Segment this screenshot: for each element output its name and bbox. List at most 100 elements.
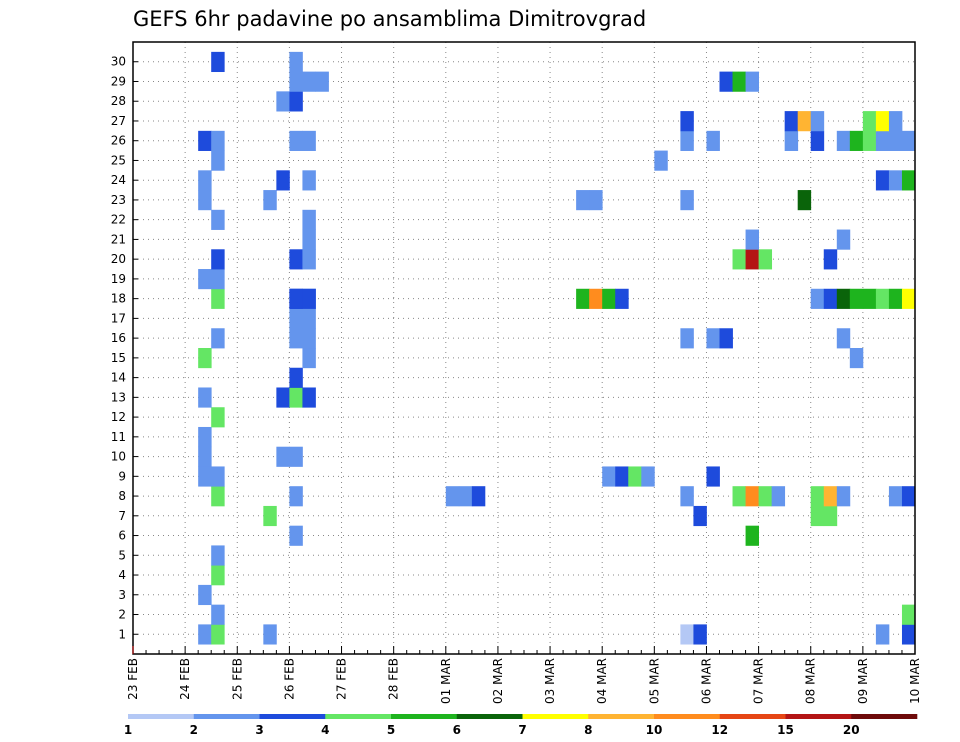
- heatmap-cell: [654, 150, 668, 171]
- legend-label: 7: [518, 723, 526, 737]
- legend-label: 2: [190, 723, 198, 737]
- heatmap-cell: [198, 446, 212, 467]
- y-tick-label: 22: [111, 213, 126, 227]
- legend-swatch: [259, 714, 326, 719]
- heatmap-cell: [836, 130, 851, 151]
- heatmap-cell: [302, 387, 316, 408]
- heatmap-cell: [901, 288, 916, 309]
- y-tick-label: 12: [111, 410, 126, 424]
- legend-swatch: [522, 714, 589, 719]
- heatmap-cell: [289, 91, 303, 112]
- heatmap-cell: [198, 348, 212, 369]
- heatmap-cell: [289, 328, 303, 349]
- heatmap-cell: [198, 387, 212, 408]
- y-axis: 1234567891011121314151617181920212223242…: [111, 55, 138, 641]
- heatmap-cell: [276, 91, 290, 112]
- legend-label: 6: [453, 723, 461, 737]
- heatmap-cell: [289, 367, 303, 388]
- y-tick-label: 30: [111, 55, 126, 69]
- heatmap-cell: [302, 249, 316, 270]
- y-tick-label: 1: [118, 627, 126, 641]
- heatmap-cell: [680, 190, 694, 211]
- y-tick-label: 6: [118, 529, 126, 543]
- heatmap-cell: [823, 288, 838, 309]
- x-tick-label: 01 MAR: [439, 658, 453, 704]
- heatmap-cell: [888, 170, 903, 191]
- y-tick-label: 8: [118, 489, 126, 503]
- x-tick-label: 06 MAR: [699, 658, 713, 704]
- heatmap-cell: [615, 466, 629, 487]
- heatmap-cell: [862, 130, 877, 151]
- heatmap-cell: [276, 446, 290, 467]
- heatmap-cell: [615, 288, 629, 309]
- heatmap-cell: [211, 407, 225, 428]
- heatmap-cell: [302, 348, 316, 369]
- x-tick-label: 24 FEB: [178, 658, 192, 700]
- x-tick-label: 23 FEB: [126, 658, 140, 700]
- heatmap-cell: [628, 466, 642, 487]
- heatmap-cell: [198, 170, 212, 191]
- heatmap-cell: [901, 130, 916, 151]
- heatmap-cell: [289, 308, 303, 329]
- heatmap-cell: [888, 288, 903, 309]
- y-tick-label: 25: [111, 153, 126, 167]
- heatmap-cell: [745, 229, 759, 250]
- heatmap-cell: [289, 249, 303, 270]
- heatmap-cell: [823, 505, 838, 527]
- heatmap-cell: [276, 170, 290, 191]
- legend-label: 5: [387, 723, 395, 737]
- heatmap-cell: [302, 328, 316, 349]
- heatmap-cell: [211, 486, 225, 507]
- heatmap-cell: [198, 584, 212, 606]
- heatmap-cell: [862, 288, 877, 309]
- heatmap-cell: [211, 51, 225, 73]
- heatmap-cell: [198, 190, 212, 211]
- heatmap-cell: [211, 328, 225, 349]
- legend-label: 4: [321, 723, 329, 737]
- heatmap-cell: [198, 466, 212, 487]
- heatmap-cell: [771, 486, 786, 507]
- y-tick-label: 14: [111, 371, 126, 385]
- heatmap-cell: [458, 486, 473, 507]
- heatmap-cell: [901, 604, 916, 625]
- heatmap-cell: [576, 190, 590, 211]
- y-tick-label: 13: [111, 390, 126, 404]
- x-tick-label: 07 MAR: [752, 658, 766, 704]
- heatmap-cell: [706, 130, 720, 151]
- heatmap-cell: [680, 328, 694, 349]
- y-tick-label: 21: [111, 232, 126, 246]
- legend-label: 3: [255, 723, 263, 737]
- heatmap-cell: [693, 624, 707, 645]
- heatmap-cell: [211, 604, 225, 625]
- heatmap-cell: [888, 486, 903, 507]
- heatmap-cell: [758, 486, 773, 507]
- heatmap-cell: [875, 170, 890, 191]
- heatmap-cell: [836, 328, 851, 349]
- heatmap-cell: [211, 545, 225, 566]
- chart-title: GEFS 6hr padavine po ansamblima Dimitrov…: [133, 7, 646, 31]
- x-tick-label: 28 FEB: [387, 658, 401, 700]
- heatmap-cell: [211, 565, 225, 586]
- heatmap-cell: [289, 387, 303, 408]
- y-tick-label: 11: [111, 430, 126, 444]
- heatmap-cell: [823, 486, 838, 507]
- heatmap-cell: [198, 269, 212, 290]
- heatmap-cell: [211, 624, 225, 645]
- heatmap-cell: [445, 486, 460, 507]
- heatmap-cell: [315, 71, 329, 92]
- legend-label: 15: [777, 723, 794, 737]
- heatmap-cell: [211, 130, 225, 151]
- x-tick-label: 27 FEB: [335, 658, 349, 700]
- heatmap-cell: [693, 505, 707, 527]
- heatmap-cell: [875, 624, 890, 645]
- legend-label: 20: [843, 723, 860, 737]
- y-tick-label: 29: [111, 74, 126, 88]
- heatmap-cell: [849, 288, 864, 309]
- y-tick-label: 10: [111, 450, 126, 464]
- heatmap-cell: [719, 328, 733, 349]
- heatmap-cells: [198, 51, 916, 645]
- heatmap-cell: [302, 308, 316, 329]
- x-tick-label: 04 MAR: [595, 658, 609, 704]
- x-axis: 23 FEB 24 FEB 25 FEB 26 FEB 27 FEB 28 FEB 01 M…: [126, 646, 922, 704]
